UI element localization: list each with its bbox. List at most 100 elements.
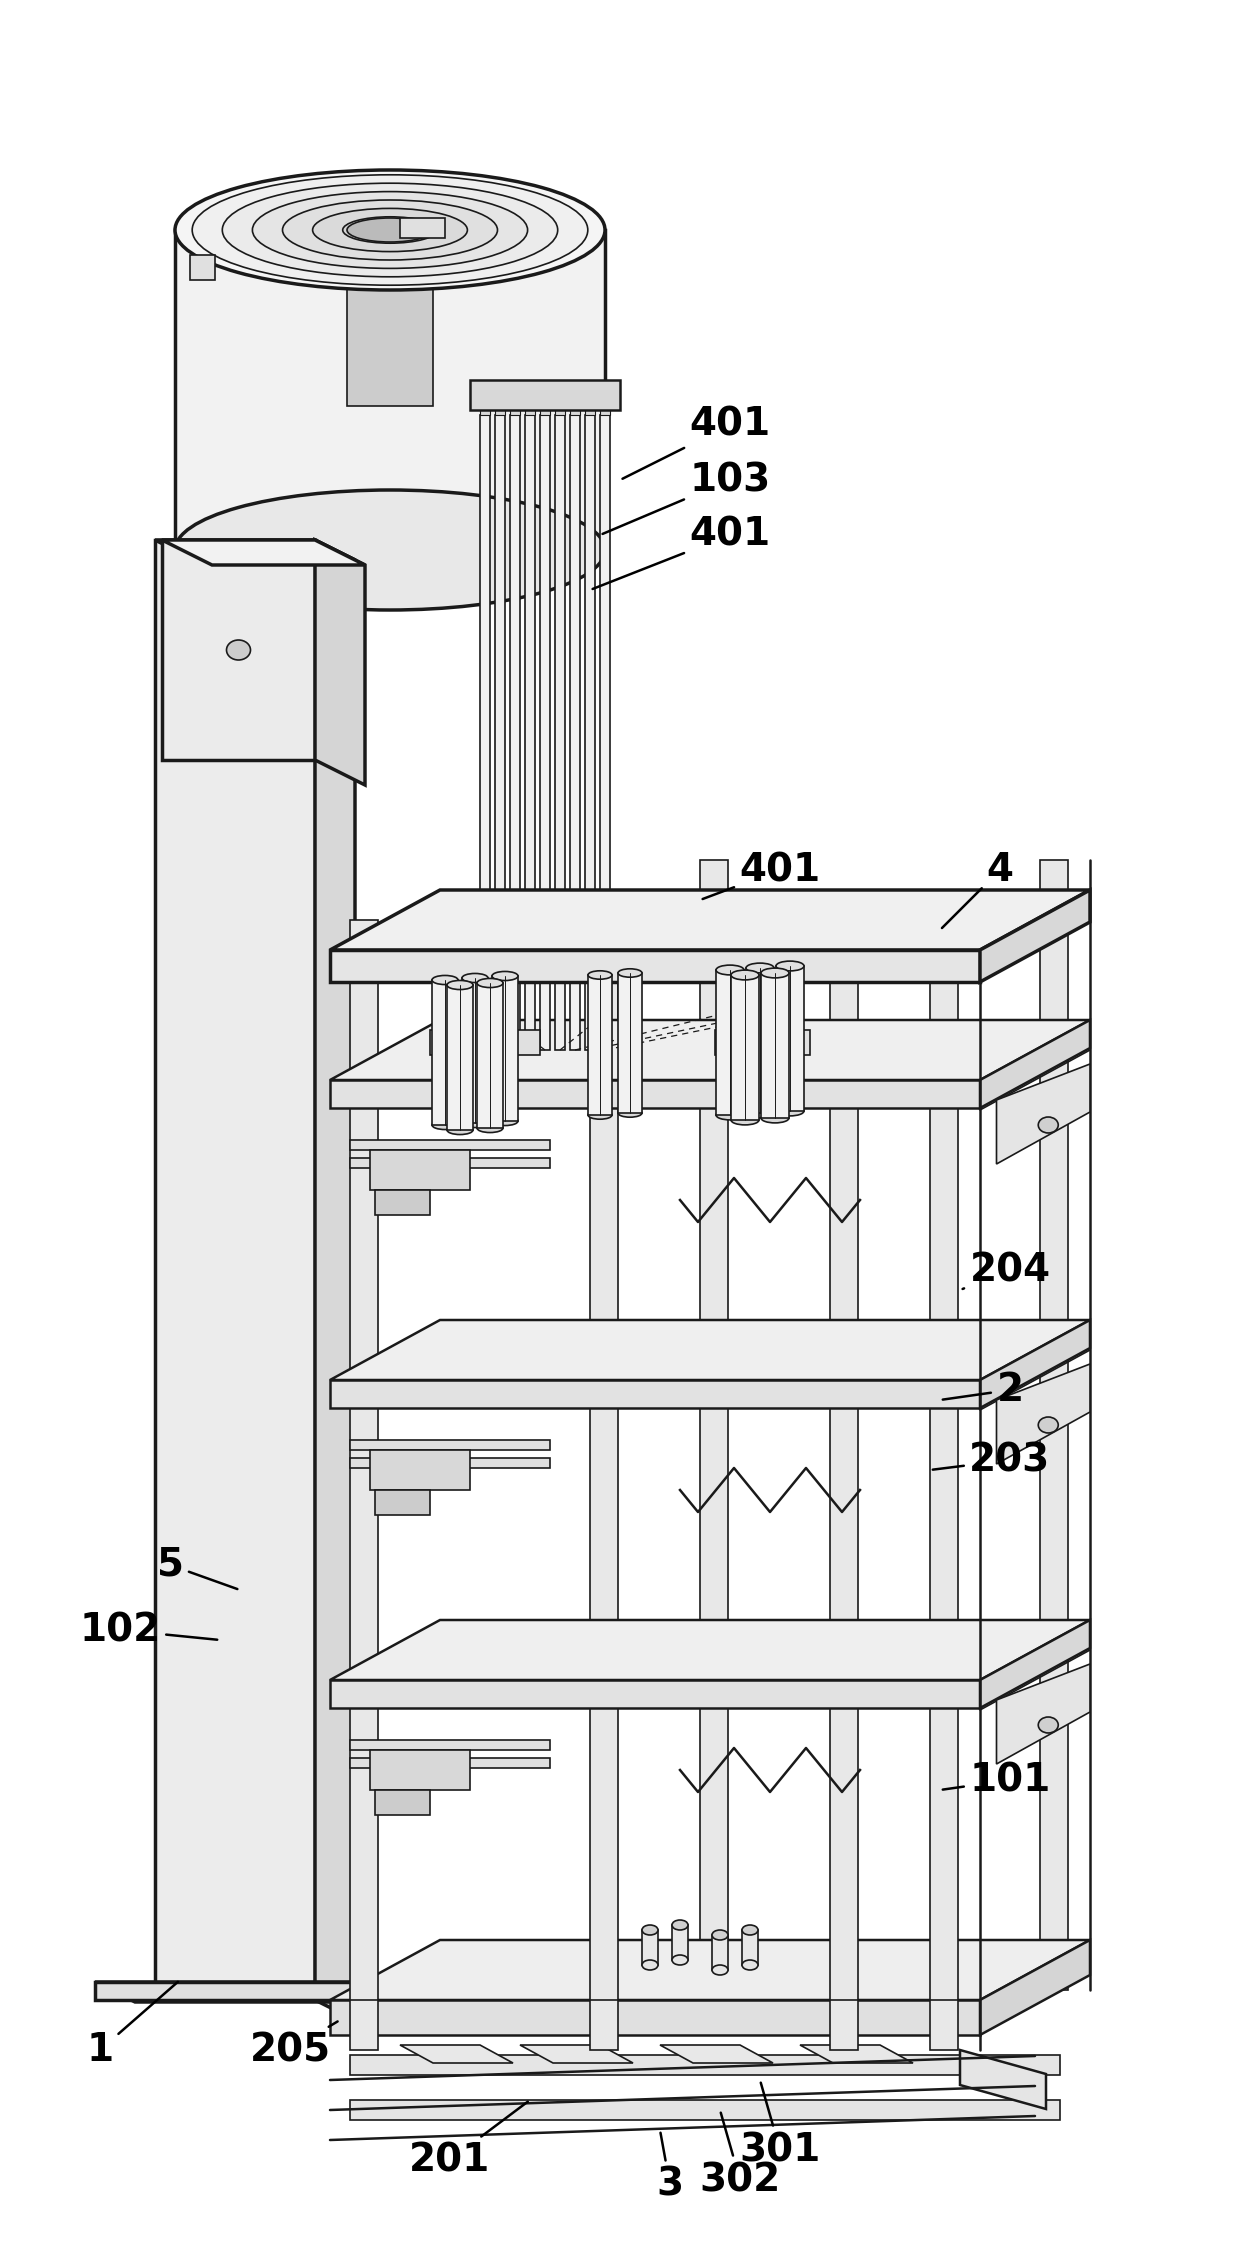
Text: 101: 101 bbox=[942, 1761, 1050, 1799]
Ellipse shape bbox=[715, 965, 744, 974]
Polygon shape bbox=[492, 976, 518, 1121]
Ellipse shape bbox=[227, 640, 250, 660]
Ellipse shape bbox=[761, 967, 789, 979]
Polygon shape bbox=[510, 416, 520, 1051]
Ellipse shape bbox=[463, 974, 489, 983]
Polygon shape bbox=[746, 967, 774, 1112]
Polygon shape bbox=[520, 2045, 632, 2063]
Ellipse shape bbox=[732, 1114, 759, 1125]
Ellipse shape bbox=[1038, 1718, 1058, 1733]
Ellipse shape bbox=[712, 1930, 728, 1939]
Ellipse shape bbox=[776, 1105, 804, 1116]
Ellipse shape bbox=[222, 183, 558, 276]
Text: 401: 401 bbox=[703, 852, 821, 899]
Polygon shape bbox=[330, 1320, 1090, 1381]
Polygon shape bbox=[162, 540, 315, 759]
Ellipse shape bbox=[432, 1121, 458, 1130]
Ellipse shape bbox=[746, 1107, 774, 1119]
Ellipse shape bbox=[175, 170, 605, 289]
Ellipse shape bbox=[477, 1123, 503, 1132]
Polygon shape bbox=[162, 540, 365, 565]
Polygon shape bbox=[330, 1939, 1090, 2000]
Polygon shape bbox=[315, 540, 365, 784]
Polygon shape bbox=[510, 398, 520, 416]
Polygon shape bbox=[401, 217, 445, 237]
Polygon shape bbox=[960, 2050, 1047, 2109]
Text: 3: 3 bbox=[656, 2133, 683, 2204]
Polygon shape bbox=[350, 1157, 551, 1168]
Ellipse shape bbox=[342, 217, 438, 244]
Text: 2: 2 bbox=[942, 1372, 1023, 1408]
Polygon shape bbox=[480, 398, 490, 416]
Polygon shape bbox=[463, 979, 489, 1123]
Polygon shape bbox=[330, 1381, 980, 1408]
Text: 103: 103 bbox=[603, 461, 770, 533]
Polygon shape bbox=[401, 2045, 513, 2063]
Polygon shape bbox=[330, 1019, 1090, 1080]
Polygon shape bbox=[556, 398, 565, 416]
Polygon shape bbox=[374, 1790, 430, 1815]
Polygon shape bbox=[585, 416, 595, 1051]
Polygon shape bbox=[347, 231, 433, 407]
Polygon shape bbox=[370, 1749, 470, 1790]
Polygon shape bbox=[980, 1320, 1090, 1408]
Polygon shape bbox=[761, 974, 789, 1119]
Ellipse shape bbox=[776, 960, 804, 972]
Ellipse shape bbox=[1038, 1116, 1058, 1132]
Text: 204: 204 bbox=[962, 1252, 1050, 1288]
Ellipse shape bbox=[742, 1959, 758, 1971]
Polygon shape bbox=[715, 970, 744, 1114]
Ellipse shape bbox=[253, 192, 527, 269]
Polygon shape bbox=[539, 398, 551, 416]
Polygon shape bbox=[980, 890, 1090, 983]
Polygon shape bbox=[350, 1458, 551, 1469]
Polygon shape bbox=[590, 920, 618, 2050]
Ellipse shape bbox=[618, 970, 642, 976]
Text: 401: 401 bbox=[622, 407, 770, 479]
Polygon shape bbox=[525, 416, 534, 1051]
Ellipse shape bbox=[492, 1116, 518, 1125]
Polygon shape bbox=[330, 1620, 1090, 1679]
Polygon shape bbox=[370, 1150, 470, 1191]
Polygon shape bbox=[95, 1982, 415, 2002]
Polygon shape bbox=[525, 398, 534, 416]
Polygon shape bbox=[588, 974, 613, 1114]
Polygon shape bbox=[95, 1982, 374, 2000]
Polygon shape bbox=[477, 983, 503, 1128]
Polygon shape bbox=[155, 540, 355, 560]
Polygon shape bbox=[556, 416, 565, 1051]
Polygon shape bbox=[350, 1440, 551, 1451]
Polygon shape bbox=[330, 2000, 980, 2034]
Ellipse shape bbox=[715, 1110, 744, 1121]
Polygon shape bbox=[930, 920, 959, 2050]
Polygon shape bbox=[712, 1935, 728, 1971]
Ellipse shape bbox=[1038, 1417, 1058, 1433]
Polygon shape bbox=[732, 974, 759, 1121]
Polygon shape bbox=[495, 398, 505, 416]
Ellipse shape bbox=[672, 1921, 688, 1930]
Polygon shape bbox=[350, 1139, 551, 1150]
Text: 302: 302 bbox=[699, 2113, 781, 2199]
Polygon shape bbox=[672, 1926, 688, 1959]
Polygon shape bbox=[370, 1451, 470, 1489]
Polygon shape bbox=[495, 416, 505, 1051]
Polygon shape bbox=[830, 920, 858, 2050]
Polygon shape bbox=[350, 2100, 1060, 2120]
Ellipse shape bbox=[175, 490, 605, 610]
Polygon shape bbox=[701, 861, 728, 1991]
Polygon shape bbox=[350, 2054, 1060, 2075]
Text: 301: 301 bbox=[739, 2084, 821, 2170]
Polygon shape bbox=[430, 1031, 539, 1055]
Ellipse shape bbox=[492, 972, 518, 981]
Ellipse shape bbox=[732, 970, 759, 981]
Polygon shape bbox=[997, 1663, 1090, 1765]
Ellipse shape bbox=[642, 1926, 658, 1935]
Polygon shape bbox=[350, 1740, 551, 1749]
Ellipse shape bbox=[642, 1959, 658, 1971]
Polygon shape bbox=[570, 416, 580, 1051]
Polygon shape bbox=[539, 416, 551, 1051]
Polygon shape bbox=[330, 1679, 980, 1709]
Polygon shape bbox=[330, 890, 1090, 949]
Polygon shape bbox=[350, 920, 378, 2050]
Ellipse shape bbox=[588, 1112, 613, 1119]
